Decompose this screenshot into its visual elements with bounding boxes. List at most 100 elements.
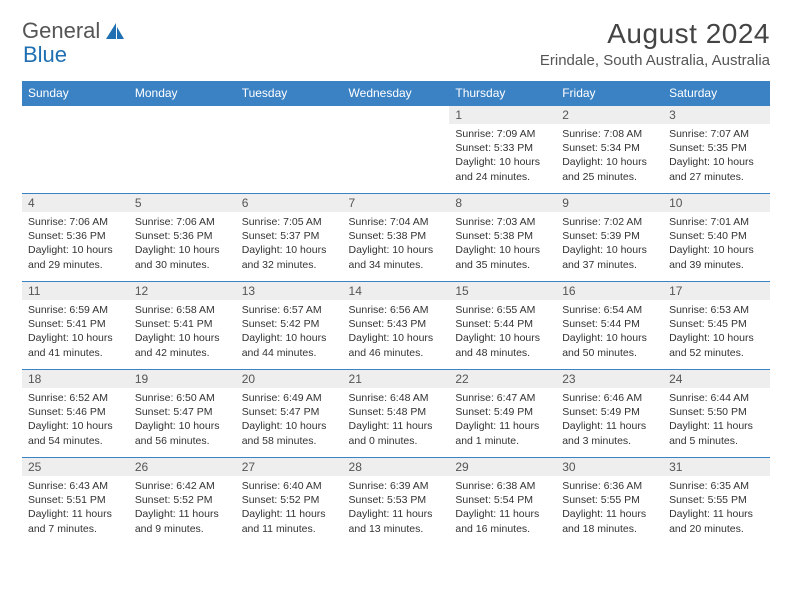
weekday-header: Monday: [129, 81, 236, 106]
calendar-body: 1Sunrise: 7:09 AMSunset: 5:33 PMDaylight…: [22, 106, 770, 546]
day-details: Sunrise: 6:56 AMSunset: 5:43 PMDaylight:…: [343, 300, 450, 364]
day-number: 20: [236, 370, 343, 388]
calendar-cell: 22Sunrise: 6:47 AMSunset: 5:49 PMDayligh…: [449, 370, 556, 458]
day-number: 5: [129, 194, 236, 212]
day-details: Sunrise: 6:50 AMSunset: 5:47 PMDaylight:…: [129, 388, 236, 452]
day-details: Sunrise: 6:48 AMSunset: 5:48 PMDaylight:…: [343, 388, 450, 452]
weekday-header: Saturday: [663, 81, 770, 106]
calendar-cell: [343, 106, 450, 194]
calendar-cell: 18Sunrise: 6:52 AMSunset: 5:46 PMDayligh…: [22, 370, 129, 458]
calendar-cell: 23Sunrise: 6:46 AMSunset: 5:49 PMDayligh…: [556, 370, 663, 458]
calendar-cell: 28Sunrise: 6:39 AMSunset: 5:53 PMDayligh…: [343, 458, 450, 546]
calendar-cell: 25Sunrise: 6:43 AMSunset: 5:51 PMDayligh…: [22, 458, 129, 546]
calendar-cell: 24Sunrise: 6:44 AMSunset: 5:50 PMDayligh…: [663, 370, 770, 458]
weekday-header: Thursday: [449, 81, 556, 106]
calendar-cell: [236, 106, 343, 194]
calendar-cell: 27Sunrise: 6:40 AMSunset: 5:52 PMDayligh…: [236, 458, 343, 546]
location: Erindale, South Australia, Australia: [540, 52, 770, 69]
calendar-cell: 21Sunrise: 6:48 AMSunset: 5:48 PMDayligh…: [343, 370, 450, 458]
calendar-cell: 2Sunrise: 7:08 AMSunset: 5:34 PMDaylight…: [556, 106, 663, 194]
calendar-cell: 30Sunrise: 6:36 AMSunset: 5:55 PMDayligh…: [556, 458, 663, 546]
calendar-cell: 8Sunrise: 7:03 AMSunset: 5:38 PMDaylight…: [449, 194, 556, 282]
day-number: 28: [343, 458, 450, 476]
day-number: 9: [556, 194, 663, 212]
day-number: 11: [22, 282, 129, 300]
day-details: Sunrise: 6:47 AMSunset: 5:49 PMDaylight:…: [449, 388, 556, 452]
weekday-header: Tuesday: [236, 81, 343, 106]
day-number: 22: [449, 370, 556, 388]
calendar-table: SundayMondayTuesdayWednesdayThursdayFrid…: [22, 81, 770, 546]
day-details: Sunrise: 6:39 AMSunset: 5:53 PMDaylight:…: [343, 476, 450, 540]
header: General August 2024 Erindale, South Aust…: [22, 18, 770, 69]
calendar-cell: 9Sunrise: 7:02 AMSunset: 5:39 PMDaylight…: [556, 194, 663, 282]
weekday-header-row: SundayMondayTuesdayWednesdayThursdayFrid…: [22, 81, 770, 106]
day-number: 29: [449, 458, 556, 476]
title-block: August 2024 Erindale, South Australia, A…: [540, 18, 770, 69]
day-details: Sunrise: 6:52 AMSunset: 5:46 PMDaylight:…: [22, 388, 129, 452]
day-number: 10: [663, 194, 770, 212]
day-details: Sunrise: 7:01 AMSunset: 5:40 PMDaylight:…: [663, 212, 770, 276]
day-details: Sunrise: 6:57 AMSunset: 5:42 PMDaylight:…: [236, 300, 343, 364]
calendar-row: 4Sunrise: 7:06 AMSunset: 5:36 PMDaylight…: [22, 194, 770, 282]
day-number: 16: [556, 282, 663, 300]
day-details: Sunrise: 7:03 AMSunset: 5:38 PMDaylight:…: [449, 212, 556, 276]
weekday-header: Wednesday: [343, 81, 450, 106]
month-title: August 2024: [540, 18, 770, 50]
calendar-cell: 16Sunrise: 6:54 AMSunset: 5:44 PMDayligh…: [556, 282, 663, 370]
day-number: 3: [663, 106, 770, 124]
day-details: Sunrise: 6:49 AMSunset: 5:47 PMDaylight:…: [236, 388, 343, 452]
day-number: 6: [236, 194, 343, 212]
calendar-cell: 4Sunrise: 7:06 AMSunset: 5:36 PMDaylight…: [22, 194, 129, 282]
day-details: Sunrise: 7:09 AMSunset: 5:33 PMDaylight:…: [449, 124, 556, 188]
calendar-cell: 29Sunrise: 6:38 AMSunset: 5:54 PMDayligh…: [449, 458, 556, 546]
day-number: 26: [129, 458, 236, 476]
day-details: Sunrise: 6:40 AMSunset: 5:52 PMDaylight:…: [236, 476, 343, 540]
calendar-row: 25Sunrise: 6:43 AMSunset: 5:51 PMDayligh…: [22, 458, 770, 546]
day-details: Sunrise: 7:06 AMSunset: 5:36 PMDaylight:…: [22, 212, 129, 276]
day-number: 15: [449, 282, 556, 300]
day-details: Sunrise: 7:08 AMSunset: 5:34 PMDaylight:…: [556, 124, 663, 188]
calendar-cell: [22, 106, 129, 194]
day-number: 13: [236, 282, 343, 300]
day-details: Sunrise: 6:43 AMSunset: 5:51 PMDaylight:…: [22, 476, 129, 540]
day-number: 4: [22, 194, 129, 212]
calendar-cell: 12Sunrise: 6:58 AMSunset: 5:41 PMDayligh…: [129, 282, 236, 370]
calendar-cell: 26Sunrise: 6:42 AMSunset: 5:52 PMDayligh…: [129, 458, 236, 546]
calendar-cell: 13Sunrise: 6:57 AMSunset: 5:42 PMDayligh…: [236, 282, 343, 370]
day-details: Sunrise: 7:07 AMSunset: 5:35 PMDaylight:…: [663, 124, 770, 188]
day-details: Sunrise: 6:53 AMSunset: 5:45 PMDaylight:…: [663, 300, 770, 364]
calendar-cell: 10Sunrise: 7:01 AMSunset: 5:40 PMDayligh…: [663, 194, 770, 282]
logo: General: [22, 18, 128, 44]
day-number: 7: [343, 194, 450, 212]
calendar-cell: 6Sunrise: 7:05 AMSunset: 5:37 PMDaylight…: [236, 194, 343, 282]
calendar-cell: 19Sunrise: 6:50 AMSunset: 5:47 PMDayligh…: [129, 370, 236, 458]
calendar-cell: 1Sunrise: 7:09 AMSunset: 5:33 PMDaylight…: [449, 106, 556, 194]
day-details: Sunrise: 6:42 AMSunset: 5:52 PMDaylight:…: [129, 476, 236, 540]
calendar-row: 11Sunrise: 6:59 AMSunset: 5:41 PMDayligh…: [22, 282, 770, 370]
day-details: Sunrise: 7:04 AMSunset: 5:38 PMDaylight:…: [343, 212, 450, 276]
day-details: Sunrise: 6:58 AMSunset: 5:41 PMDaylight:…: [129, 300, 236, 364]
day-details: Sunrise: 6:35 AMSunset: 5:55 PMDaylight:…: [663, 476, 770, 540]
calendar-cell: 14Sunrise: 6:56 AMSunset: 5:43 PMDayligh…: [343, 282, 450, 370]
day-number: 27: [236, 458, 343, 476]
day-number: 14: [343, 282, 450, 300]
day-details: Sunrise: 6:55 AMSunset: 5:44 PMDaylight:…: [449, 300, 556, 364]
calendar-row: 1Sunrise: 7:09 AMSunset: 5:33 PMDaylight…: [22, 106, 770, 194]
day-number: 25: [22, 458, 129, 476]
calendar-cell: 15Sunrise: 6:55 AMSunset: 5:44 PMDayligh…: [449, 282, 556, 370]
day-number: 18: [22, 370, 129, 388]
calendar-cell: 31Sunrise: 6:35 AMSunset: 5:55 PMDayligh…: [663, 458, 770, 546]
day-details: Sunrise: 7:05 AMSunset: 5:37 PMDaylight:…: [236, 212, 343, 276]
day-number: 31: [663, 458, 770, 476]
day-details: Sunrise: 6:54 AMSunset: 5:44 PMDaylight:…: [556, 300, 663, 364]
day-details: Sunrise: 6:38 AMSunset: 5:54 PMDaylight:…: [449, 476, 556, 540]
calendar-cell: 11Sunrise: 6:59 AMSunset: 5:41 PMDayligh…: [22, 282, 129, 370]
day-details: Sunrise: 7:06 AMSunset: 5:36 PMDaylight:…: [129, 212, 236, 276]
day-number: 8: [449, 194, 556, 212]
logo-sail-icon: [104, 21, 126, 41]
day-number: 19: [129, 370, 236, 388]
day-number: 24: [663, 370, 770, 388]
calendar-row: 18Sunrise: 6:52 AMSunset: 5:46 PMDayligh…: [22, 370, 770, 458]
day-number: 21: [343, 370, 450, 388]
day-number: 12: [129, 282, 236, 300]
